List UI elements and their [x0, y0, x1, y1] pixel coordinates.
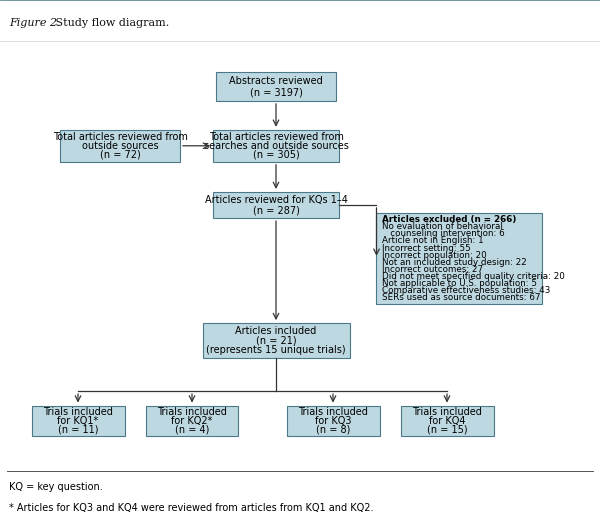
FancyBboxPatch shape	[401, 406, 493, 436]
Text: (n = 21): (n = 21)	[256, 335, 296, 345]
Text: for KQ3: for KQ3	[315, 416, 351, 426]
FancyBboxPatch shape	[377, 213, 542, 304]
FancyBboxPatch shape	[203, 323, 349, 358]
Text: Incorrect setting: 55: Incorrect setting: 55	[383, 244, 471, 252]
Text: for KQ2*: for KQ2*	[172, 416, 212, 426]
Text: No evaluation of behavioral: No evaluation of behavioral	[383, 222, 503, 231]
Text: (n = 305): (n = 305)	[253, 150, 299, 160]
Text: SERs used as source documents: 67: SERs used as source documents: 67	[383, 293, 541, 302]
FancyBboxPatch shape	[213, 130, 339, 162]
Text: Abstracts reviewed: Abstracts reviewed	[229, 76, 323, 86]
Text: Trials included: Trials included	[298, 407, 368, 417]
Text: (represents 15 unique trials): (represents 15 unique trials)	[206, 345, 346, 355]
Text: (n = 4): (n = 4)	[175, 424, 209, 434]
Text: Figure 2.: Figure 2.	[9, 18, 61, 28]
FancyBboxPatch shape	[213, 192, 339, 218]
Text: Total articles reviewed from: Total articles reviewed from	[209, 132, 343, 142]
Text: Articles excluded (n = 266): Articles excluded (n = 266)	[383, 215, 517, 224]
Text: Trials included: Trials included	[412, 407, 482, 417]
Text: Not an included study design: 22: Not an included study design: 22	[383, 258, 527, 267]
Text: Incorrect population: 20: Incorrect population: 20	[383, 251, 487, 260]
Text: searches and outside sources: searches and outside sources	[203, 141, 349, 151]
Text: Comparative effectiveness studies: 43: Comparative effectiveness studies: 43	[383, 286, 551, 295]
Text: Study flow diagram.: Study flow diagram.	[52, 18, 169, 28]
Text: (n = 72): (n = 72)	[100, 150, 140, 160]
Text: Trials included: Trials included	[157, 407, 227, 417]
Text: Incorrect outcomes: 27: Incorrect outcomes: 27	[383, 265, 484, 274]
Text: KQ = key question.: KQ = key question.	[9, 482, 103, 492]
Text: for KQ1*: for KQ1*	[58, 416, 98, 426]
Text: for KQ4: for KQ4	[429, 416, 465, 426]
Text: Articles included: Articles included	[235, 326, 317, 336]
FancyBboxPatch shape	[32, 406, 125, 436]
Text: Trials included: Trials included	[43, 407, 113, 417]
Text: Not applicable to U.S. population: 5: Not applicable to U.S. population: 5	[383, 279, 538, 288]
Text: (n = 8): (n = 8)	[316, 424, 350, 434]
Text: * Articles for KQ3 and KQ4 were reviewed from articles from KQ1 and KQ2.: * Articles for KQ3 and KQ4 were reviewed…	[9, 503, 373, 513]
Text: (n = 15): (n = 15)	[427, 424, 467, 434]
Text: Articles reviewed for KQs 1–4: Articles reviewed for KQs 1–4	[205, 195, 347, 205]
Text: Did not meet specified quality criteria: 20: Did not meet specified quality criteria:…	[383, 272, 565, 281]
FancyBboxPatch shape	[287, 406, 380, 436]
Text: Article not in English: 1: Article not in English: 1	[383, 236, 484, 246]
Text: counseling intervention: 6: counseling intervention: 6	[383, 229, 505, 238]
FancyBboxPatch shape	[216, 72, 336, 101]
Text: Total articles reviewed from: Total articles reviewed from	[53, 132, 187, 142]
FancyBboxPatch shape	[60, 130, 180, 162]
Text: (n = 287): (n = 287)	[253, 205, 299, 215]
Text: (n = 11): (n = 11)	[58, 424, 98, 434]
Text: outside sources: outside sources	[82, 141, 158, 151]
FancyBboxPatch shape	[146, 406, 238, 436]
Text: (n = 3197): (n = 3197)	[250, 87, 302, 97]
